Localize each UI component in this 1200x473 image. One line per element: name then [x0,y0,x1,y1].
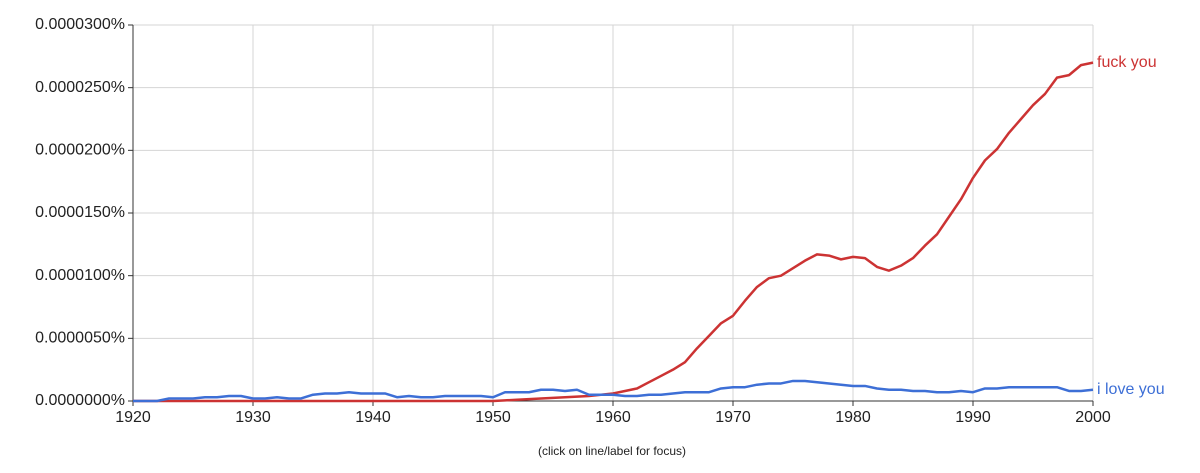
x-tick-label: 1920 [115,409,151,426]
x-tick-label: 1930 [235,409,271,426]
x-tick-label: 1990 [955,409,991,426]
footer-note: (click on line/label for focus) [538,444,686,458]
y-tick-label: 0.0000250% [35,79,125,96]
series-label[interactable]: i love you [1097,381,1165,398]
y-tick-label: 0.0000050% [35,330,125,347]
series-label[interactable]: fuck you [1097,54,1157,71]
x-tick-label: 1950 [475,409,511,426]
x-tick-label: 1970 [715,409,751,426]
x-tick-label: 2000 [1075,409,1111,426]
y-tick-label: 0.0000100% [35,267,125,284]
x-tick-label: 1980 [835,409,871,426]
y-tick-label: 0.0000300% [35,16,125,33]
x-tick-label: 1960 [595,409,631,426]
y-tick-label: 0.0000150% [35,204,125,221]
series-line[interactable] [133,379,1094,403]
x-tick-label: 1940 [355,409,391,426]
y-tick-label: 0.0000200% [35,142,125,159]
y-tick-label: 0.0000000% [35,392,125,409]
